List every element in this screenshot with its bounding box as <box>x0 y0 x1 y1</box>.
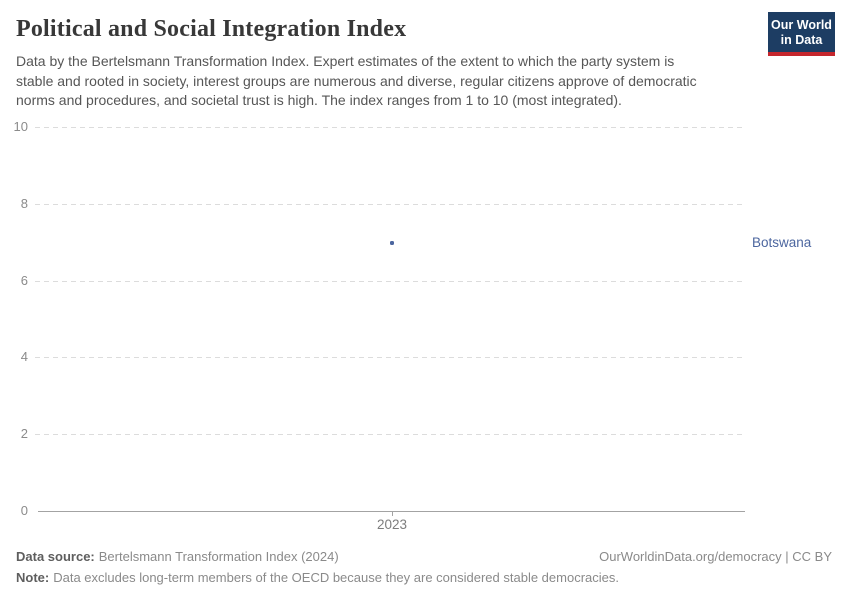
entity-label-botswana[interactable]: Botswana <box>752 235 812 250</box>
data-source-value: Bertelsmann Transformation Index (2024) <box>98 549 339 564</box>
chart-header: Political and Social Integration Index D… <box>16 14 834 111</box>
gridline <box>35 281 745 282</box>
note-value: Data excludes long-term members of the O… <box>53 570 619 585</box>
y-axis-tick-label: 2 <box>20 426 28 441</box>
data-point-botswana[interactable] <box>390 241 394 245</box>
y-axis-tick-label: 4 <box>20 349 28 364</box>
attribution-link[interactable]: OurWorldinData.org/democracy | CC BY <box>599 549 832 564</box>
gridline <box>35 127 745 128</box>
subtitle-line: Data by the Bertelsmann Transformation I… <box>16 53 675 69</box>
gridline <box>35 434 745 435</box>
x-axis-tick-label: 2023 <box>376 517 408 532</box>
y-axis-tick-label: 0 <box>20 503 28 518</box>
gridline <box>35 204 745 205</box>
note-line: Note: Data excludes long-term members of … <box>16 567 832 588</box>
subtitle-line: stable and rooted in society, interest g… <box>16 72 697 89</box>
x-axis-tick-mark <box>392 511 393 516</box>
y-axis-tick-label: 6 <box>20 273 28 288</box>
data-source-line: Data source: Bertelsmann Transformation I… <box>16 546 832 567</box>
note-label: Note: <box>16 570 50 585</box>
subtitle-line: norms and procedures, and societal trust… <box>16 92 622 108</box>
y-axis-tick-label: 10 <box>13 119 28 134</box>
chart-subtitle: Data by the Bertelsmann Transformation I… <box>16 52 834 111</box>
y-axis-tick-label: 8 <box>20 196 28 211</box>
page-title: Political and Social Integration Index <box>16 16 407 42</box>
gridline <box>35 357 745 358</box>
owid-logo-text-line2: in Data <box>780 33 823 47</box>
owid-logo[interactable]: Our World in Data <box>768 12 835 56</box>
chart-footer: Data source: Bertelsmann Transformation I… <box>16 546 832 588</box>
x-axis-line <box>38 511 745 512</box>
data-source-label: Data source: <box>16 549 95 564</box>
owid-logo-text-line1: Our World <box>771 18 832 32</box>
